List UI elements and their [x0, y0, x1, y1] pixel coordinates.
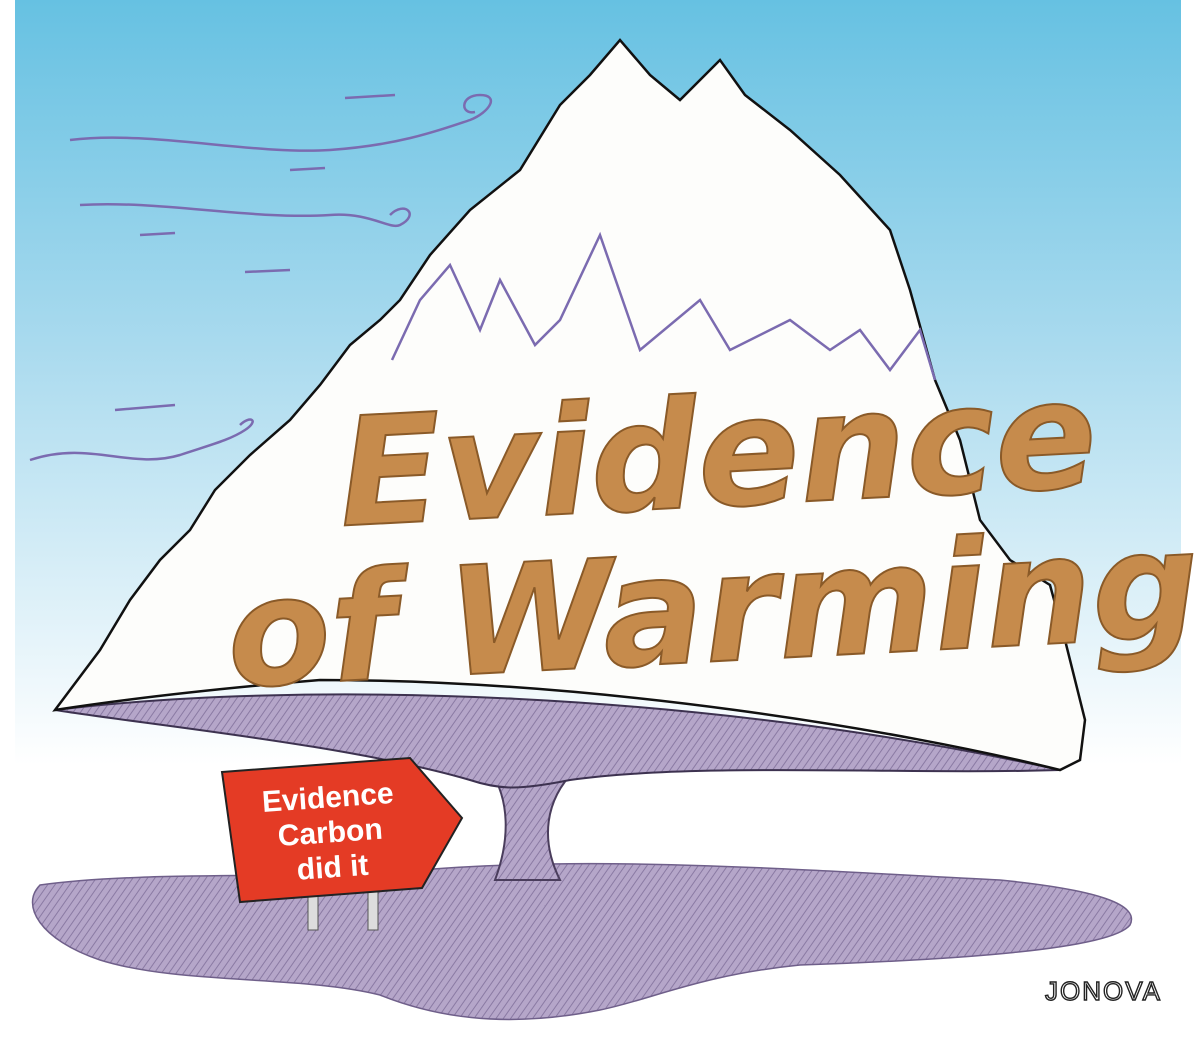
- shadow: [33, 864, 1132, 1020]
- cartoon: Evidence of Warming Evidence Carbon did …: [0, 0, 1196, 1043]
- signature: JONOVA: [1045, 976, 1162, 1006]
- sign-line: did it: [296, 849, 370, 887]
